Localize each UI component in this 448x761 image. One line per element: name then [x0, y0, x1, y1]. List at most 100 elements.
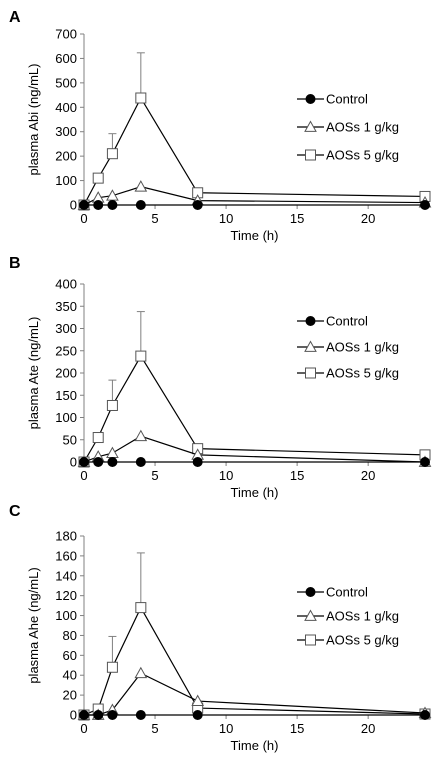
- legend: Control AOSs 1 g/kg AOSs 5 g/kg: [297, 585, 399, 648]
- y-tick-label: 100: [55, 410, 77, 425]
- data-point: [134, 429, 148, 442]
- data-point: [107, 710, 118, 720]
- y-tick-label: 300: [55, 124, 77, 139]
- y-axis-label: plasma Ahe (ng/mL): [26, 567, 41, 683]
- y-tick-label: 100: [55, 173, 77, 188]
- data-point: [135, 200, 146, 210]
- y-tick-label: 700: [55, 27, 77, 42]
- y-tick-label: 180: [55, 529, 77, 544]
- y-tick-label: 200: [55, 149, 77, 164]
- data-point: [420, 710, 430, 720]
- y-tick-label: 350: [55, 299, 77, 314]
- y-tick-label: 20: [63, 688, 77, 703]
- data-point: [107, 457, 118, 467]
- legend-marker: [305, 587, 316, 597]
- x-axis-label: Time (h): [231, 738, 279, 753]
- x-tick-label: 5: [151, 211, 158, 226]
- legend-label: AOSs 1 g/kg: [326, 120, 399, 135]
- data-point: [79, 710, 89, 720]
- y-tick-label: 400: [55, 277, 77, 292]
- x-tick-label: 15: [290, 468, 304, 483]
- x-tick-label: 20: [361, 721, 375, 736]
- legend: Control AOSs 1 g/kg AOSs 5 g/kg: [297, 92, 399, 163]
- data-point: [106, 148, 118, 160]
- x-tick-label: 10: [219, 721, 233, 736]
- y-axis-label: plasma Ate (ng/mL): [26, 317, 41, 430]
- chart-panel-c: C 0 20 40 60 80 100 120 140 160 180 0 5 10 15 20 Time (h…: [9, 503, 432, 753]
- series-control: [79, 710, 430, 720]
- legend-marker: [304, 609, 317, 621]
- data-point: [192, 710, 203, 720]
- data-point: [106, 446, 119, 458]
- data-point: [106, 661, 118, 673]
- legend-label: Control: [326, 92, 368, 107]
- series-line: [83, 606, 426, 716]
- data-point: [79, 200, 89, 210]
- y-tick-label: 40: [63, 668, 77, 683]
- x-tick-label: 5: [151, 468, 158, 483]
- series-aoss-1-g-kg: [77, 429, 432, 467]
- legend-marker: [304, 340, 317, 352]
- data-point: [107, 200, 118, 210]
- x-tick-label: 0: [80, 468, 87, 483]
- x-tick-label: 10: [219, 468, 233, 483]
- y-tick-label: 200: [55, 366, 77, 381]
- y-tick-label: 250: [55, 343, 77, 358]
- y-tick-label: 120: [55, 588, 77, 603]
- data-point: [106, 189, 119, 201]
- x-tick-label: 10: [219, 211, 233, 226]
- legend-label: Control: [326, 314, 368, 329]
- data-point: [191, 694, 205, 706]
- legend: Control AOSs 1 g/kg AOSs 5 g/kg: [297, 314, 399, 381]
- y-tick-label: 0: [70, 708, 77, 723]
- y-tick-label: 100: [55, 608, 77, 623]
- legend-label: AOSs 1 g/kg: [326, 340, 399, 355]
- legend-marker: [305, 634, 316, 646]
- legend-label: AOSs 1 g/kg: [326, 609, 399, 624]
- data-point: [192, 457, 203, 467]
- data-point: [106, 399, 118, 411]
- chart-panel-b: B 0 50 100 150 200 250 300 350 400 0 5 10 15 20 Time (h…: [9, 255, 432, 500]
- panel-label: B: [9, 255, 21, 272]
- y-tick-label: 0: [70, 455, 77, 470]
- legend-label: AOSs 5 g/kg: [326, 633, 399, 648]
- x-tick-label: 0: [80, 721, 87, 736]
- panel-label: C: [9, 503, 21, 520]
- data-point: [420, 200, 430, 210]
- x-tick-label: 15: [290, 721, 304, 736]
- series-aoss-1-g-kg: [77, 666, 432, 720]
- data-point: [93, 457, 104, 467]
- series-aoss-5-g-kg: [78, 311, 431, 468]
- x-axis-label: Time (h): [231, 485, 279, 500]
- chart-panel-a: A 0 100 200 300 400 500 600 700 0 5 10 15 20 Time (h) p…: [9, 9, 432, 243]
- y-tick-label: 50: [63, 432, 77, 447]
- y-tick-label: 500: [55, 75, 77, 90]
- legend-marker: [305, 149, 316, 161]
- panel-label: A: [9, 9, 21, 26]
- x-tick-label: 15: [290, 211, 304, 226]
- data-point: [192, 200, 203, 210]
- legend-marker: [305, 367, 316, 379]
- series-line: [84, 672, 426, 716]
- legend-label: AOSs 5 g/kg: [326, 366, 399, 381]
- data-point: [135, 350, 147, 362]
- y-tick-label: 0: [70, 198, 77, 213]
- data-point: [135, 457, 146, 467]
- data-point: [134, 180, 148, 192]
- data-point: [135, 92, 147, 104]
- data-point: [135, 602, 147, 614]
- y-tick-label: 140: [55, 568, 77, 583]
- legend-marker: [305, 316, 316, 326]
- data-point: [93, 710, 104, 720]
- legend-label: Control: [326, 585, 368, 600]
- x-tick-label: 5: [151, 721, 158, 736]
- y-tick-label: 80: [63, 628, 77, 643]
- series-control: [79, 200, 430, 210]
- x-tick-label: 20: [361, 468, 375, 483]
- data-point: [135, 710, 146, 720]
- data-point: [92, 432, 104, 444]
- legend-marker: [304, 120, 317, 132]
- series-control: [79, 457, 430, 467]
- data-point: [134, 666, 148, 679]
